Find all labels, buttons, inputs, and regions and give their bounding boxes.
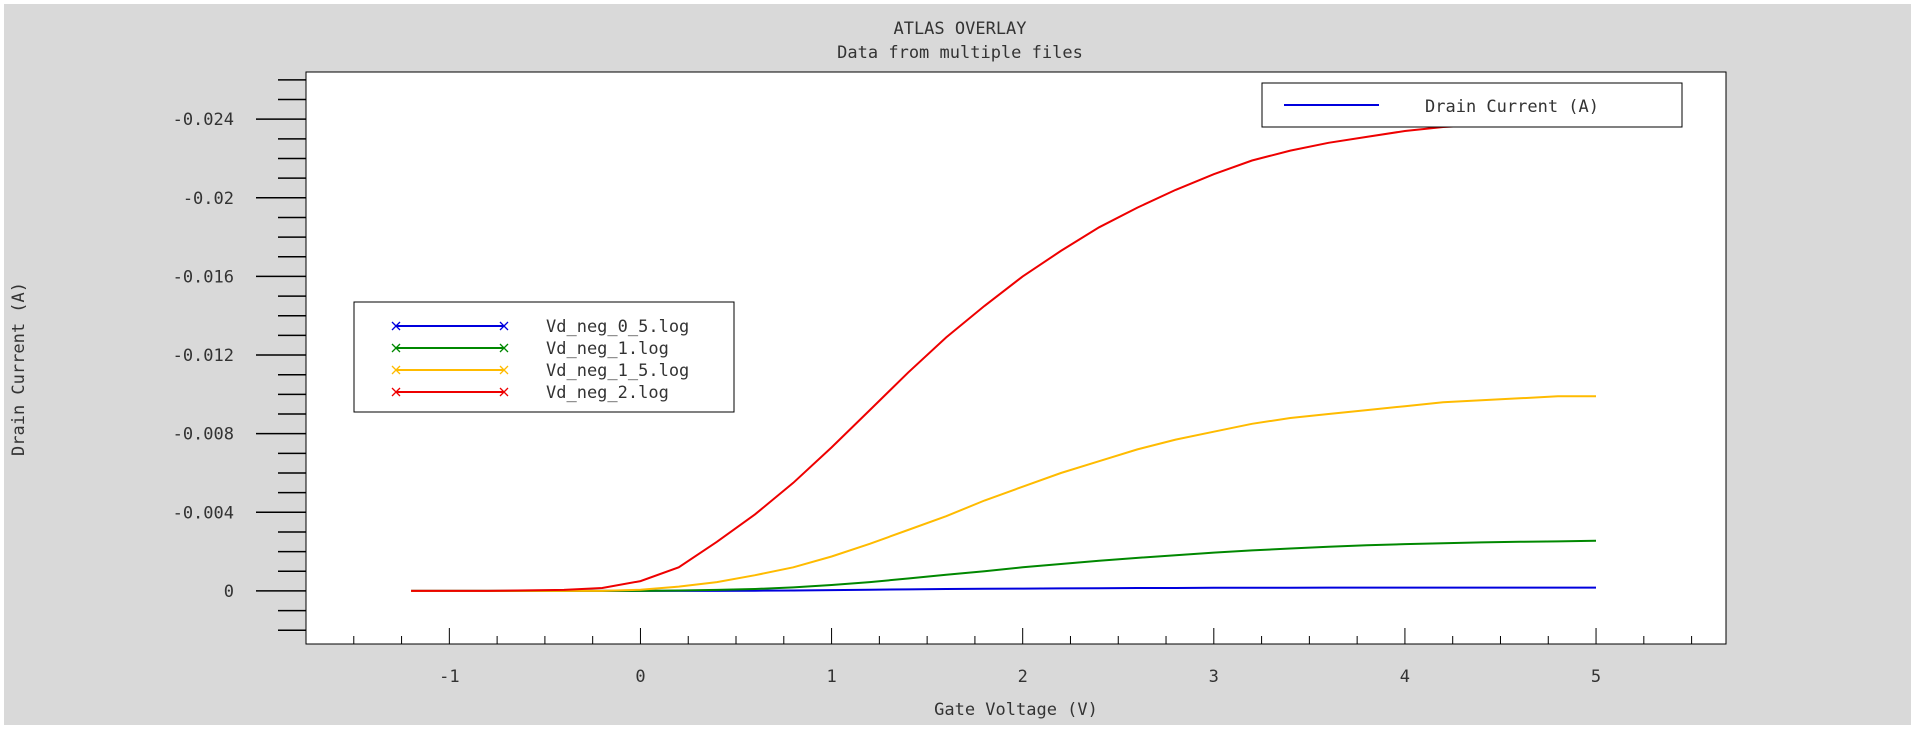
legend-label: Vd_neg_1_5.log	[546, 361, 689, 381]
y-tick-label: -0.024	[173, 110, 234, 130]
y-tick-label: 0	[224, 582, 234, 602]
x-tick-label: 5	[1591, 667, 1601, 687]
y-tick-label: -0.004	[173, 503, 234, 523]
x-tick-label: 2	[1018, 667, 1028, 687]
series-line	[411, 395, 1596, 592]
axis-legend: Drain Current (A)	[1261, 82, 1683, 128]
legend-marker	[499, 321, 509, 331]
legend-marker	[391, 365, 401, 375]
x-tick-label: 4	[1400, 667, 1410, 687]
chart: ATLAS OVERLAY Data from multiple files -…	[9, 19, 1727, 720]
y-tick-label: -0.008	[173, 425, 234, 445]
y-axis-ticks: -0.024 -0.02 -0.016 -0.012 -0.008 -0.004 0	[173, 79, 306, 631]
chart-title: ATLAS OVERLAY	[893, 19, 1026, 39]
legend-marker	[391, 343, 401, 353]
series-line	[411, 539, 1597, 592]
y-axis-label: Drain Current (A)	[9, 282, 29, 456]
x-tick-label: 0	[635, 667, 645, 687]
legend-marker	[499, 343, 509, 353]
x-tick-label: 3	[1209, 667, 1219, 687]
series-legend-box	[353, 301, 735, 413]
x-axis-ticks: -1 0 1 2 3 4 5	[353, 628, 1693, 687]
series-line	[411, 120, 1596, 592]
series-legend: Vd_neg_0_5.logVd_neg_1.logVd_neg_1_5.log…	[353, 301, 735, 413]
chart-subtitle: Data from multiple files	[837, 43, 1083, 63]
legend-marker	[499, 365, 509, 375]
legend-marker	[391, 321, 401, 331]
plot-window: ATLAS OVERLAY Data from multiple files -…	[4, 4, 1911, 725]
legend-marker	[391, 387, 401, 397]
axis-legend-label: Drain Current (A)	[1425, 97, 1599, 117]
y-tick-label: -0.012	[173, 346, 234, 366]
x-tick-label: 1	[826, 667, 836, 687]
legend-label: Vd_neg_2.log	[546, 383, 669, 403]
legend-label: Vd_neg_0_5.log	[546, 317, 689, 337]
series-layer	[411, 120, 1597, 592]
y-tick-label: -0.02	[183, 189, 234, 209]
legend-marker	[499, 387, 509, 397]
legend-label: Vd_neg_1.log	[546, 339, 669, 359]
x-axis-label: Gate Voltage (V)	[934, 700, 1098, 720]
y-tick-label: -0.016	[173, 267, 234, 287]
x-tick-label: -1	[439, 667, 459, 687]
